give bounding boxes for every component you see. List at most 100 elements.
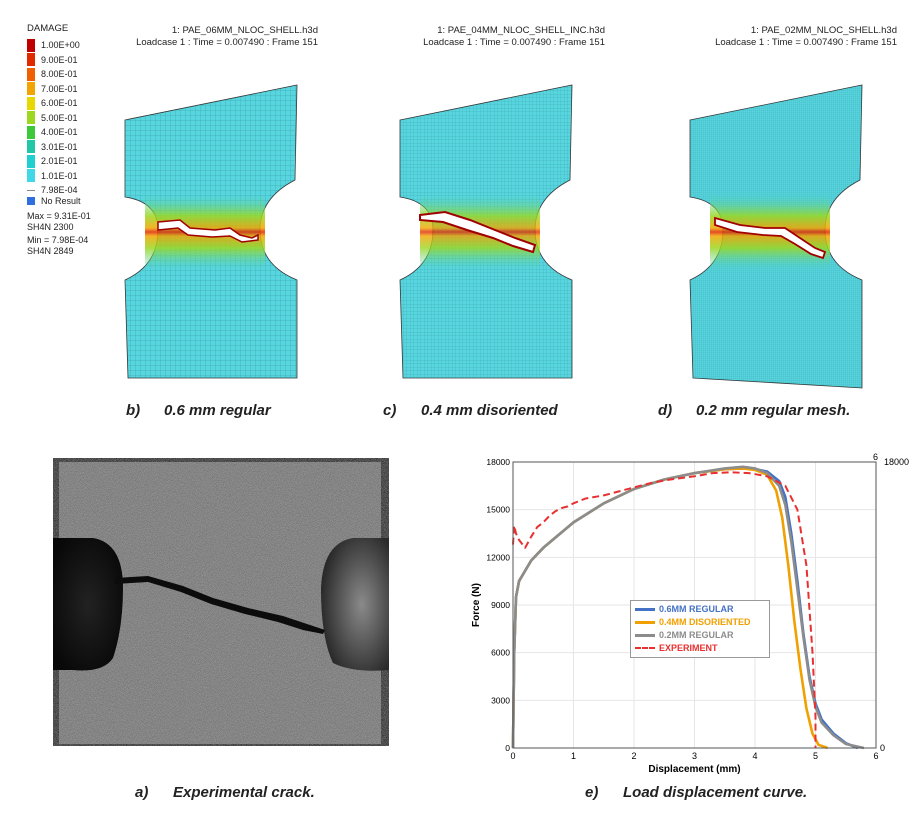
panel-d-file: 1: PAE_02MM_NLOC_SHELL.h3d <box>750 25 897 36</box>
specimen-crack <box>115 576 325 634</box>
contour-level-9: 1.01E-01 <box>27 169 78 183</box>
caption-e-tag: e) <box>585 784 599 801</box>
contour-level-4: 6.00E-01 <box>27 96 78 110</box>
caption-b-text: 0.6 mm regular <box>164 402 271 419</box>
caption-e: e) Load displacement curve. <box>585 784 807 801</box>
caption-c: c) 0.4 mm disoriented <box>383 402 558 419</box>
specimen-b <box>124 84 298 379</box>
contour-level-label: 7.00E-01 <box>41 83 78 94</box>
legend-stat-max: Max = 9.31E-01 <box>27 211 91 221</box>
legend-stat-max-element: SH4N 2300 <box>27 222 74 232</box>
y-tick-label: 0 <box>505 743 510 753</box>
panel-b-header: 1: PAE_06MM_NLOC_SHELL.h3d Loadcase 1 : … <box>136 25 318 49</box>
x-tick-label: 1 <box>571 751 576 761</box>
x-tick-label: 5 <box>813 751 818 761</box>
y-tick-label: 12000 <box>486 552 510 562</box>
contour-level-swatch <box>27 189 35 191</box>
y-tick-label: 15000 <box>486 505 510 515</box>
contour-level-5: 5.00E-01 <box>27 111 78 125</box>
no-result-label: No Result <box>41 196 81 206</box>
x-tick-label: 0 <box>510 751 515 761</box>
caption-d-tag: d) <box>658 402 673 419</box>
contour-level-swatch <box>27 125 35 139</box>
legend-line-3 <box>635 647 655 649</box>
legend-entry-2: 0.2MM REGULAR <box>635 630 734 640</box>
panel-c-info: Loadcase 1 : Time = 0.007490 : Frame 151 <box>423 37 605 48</box>
right-axis-top-outer: 6 <box>873 452 878 462</box>
specimen-c <box>399 84 573 379</box>
caption-b: b) 0.6 mm regular <box>126 402 271 419</box>
contour-level-1: 9.00E-01 <box>27 53 78 67</box>
panel-d-info: Loadcase 1 : Time = 0.007490 : Frame 151 <box>715 37 897 48</box>
x-tick-label: 3 <box>692 751 697 761</box>
contour-level-10: 7.98E-04 <box>27 183 78 197</box>
contour-level-swatch <box>27 169 35 182</box>
y-tick-label: 3000 <box>491 695 510 705</box>
caption-a-tag: a) <box>135 784 149 801</box>
contour-level-swatch <box>27 154 35 168</box>
contour-level-label: 8.00E-01 <box>41 69 78 79</box>
legend-entry-0: 0.6MM REGULAR <box>635 604 734 614</box>
contour-level-label: 3.01E-01 <box>41 141 78 152</box>
caption-a: a) Experimental crack. <box>135 784 315 801</box>
caption-c-tag: c) <box>383 402 397 419</box>
contour-level-2: 8.00E-01 <box>27 67 78 81</box>
legend-line-2 <box>635 633 655 637</box>
contour-level-8: 2.01E-01 <box>27 154 78 168</box>
caption-b-tag: b) <box>126 402 141 419</box>
legend-entry-3: EXPERIMENT <box>635 643 718 653</box>
panel-c-file: 1: PAE_04MM_NLOC_SHELL_INC.h3d <box>437 25 605 36</box>
experimental-crack-image <box>53 458 389 746</box>
chart-ticks: 0 1 2 3 4 5 6 0 3000 6000 9000 12000 15000 18000 <box>486 457 878 761</box>
chart-legend: 0.6MM REGULAR 0.4MM DISORIENTED 0.2MM RE… <box>630 600 770 658</box>
contour-level-7: 3.01E-01 <box>27 140 78 154</box>
series-line-3 <box>512 471 817 748</box>
panel-d-header: 1: PAE_02MM_NLOC_SHELL.h3d Loadcase 1 : … <box>715 25 897 49</box>
right-axis-bottom: 0 <box>880 743 885 753</box>
y-tick-label: 18000 <box>486 457 510 467</box>
contour-level-swatch <box>27 38 35 52</box>
contour-level-label: 2.01E-01 <box>41 156 78 166</box>
caption-e-text: Load displacement curve. <box>623 784 808 801</box>
specimen-contour-plots <box>124 84 863 389</box>
contour-level-label: 4.00E-01 <box>41 127 78 137</box>
contour-level-swatch <box>27 67 35 81</box>
contour-level-3: 7.00E-01 <box>27 82 78 96</box>
legend-line-1 <box>635 620 655 624</box>
contour-level-6: 4.00E-01 <box>27 125 78 139</box>
x-axis-label: Displacement (mm) <box>648 764 740 775</box>
x-tick-label: 4 <box>752 751 757 761</box>
specimen-b-crack <box>157 219 259 243</box>
legend-label-0: 0.6MM REGULAR <box>659 604 734 614</box>
chart-series <box>511 465 865 750</box>
right-axis-top: 18000 <box>884 457 909 467</box>
specimen-d <box>689 84 863 389</box>
legend-label-2: 0.2MM REGULAR <box>659 630 734 640</box>
contour-level-label: 1.00E+00 <box>41 40 80 50</box>
no-result-swatch <box>27 197 35 205</box>
y-tick-label: 6000 <box>491 648 510 658</box>
legend-label-3: EXPERIMENT <box>659 643 718 653</box>
contour-level-label: 6.00E-01 <box>41 98 78 108</box>
right-grip <box>321 538 389 671</box>
contour-level-label: 5.00E-01 <box>41 112 78 123</box>
legend-entry-1: 0.4MM DISORIENTED <box>635 617 751 627</box>
panel-b-file: 1: PAE_06MM_NLOC_SHELL.h3d <box>171 25 318 36</box>
left-grip <box>53 538 123 671</box>
no-result-entry: No Result <box>27 194 81 208</box>
legend-stat-min: Min = 7.98E-04 <box>27 235 89 245</box>
contour-legend-title: DAMAGE <box>27 23 69 34</box>
specimen-c-crack <box>419 210 537 254</box>
x-tick-label: 2 <box>631 751 636 761</box>
caption-c-text: 0.4 mm disoriented <box>421 402 558 419</box>
y-axis-label: Force (N) <box>471 583 482 627</box>
caption-a-text: Experimental crack. <box>173 784 315 801</box>
contour-level-label: 9.00E-01 <box>41 54 78 65</box>
x-tick-label: 6 <box>873 751 878 761</box>
contour-level-swatch <box>27 140 35 153</box>
contour-level-label: 1.01E-01 <box>41 170 78 181</box>
contour-level-swatch <box>27 96 35 110</box>
legend-line-0 <box>635 607 655 611</box>
caption-d-text: 0.2 mm regular mesh. <box>696 402 851 419</box>
